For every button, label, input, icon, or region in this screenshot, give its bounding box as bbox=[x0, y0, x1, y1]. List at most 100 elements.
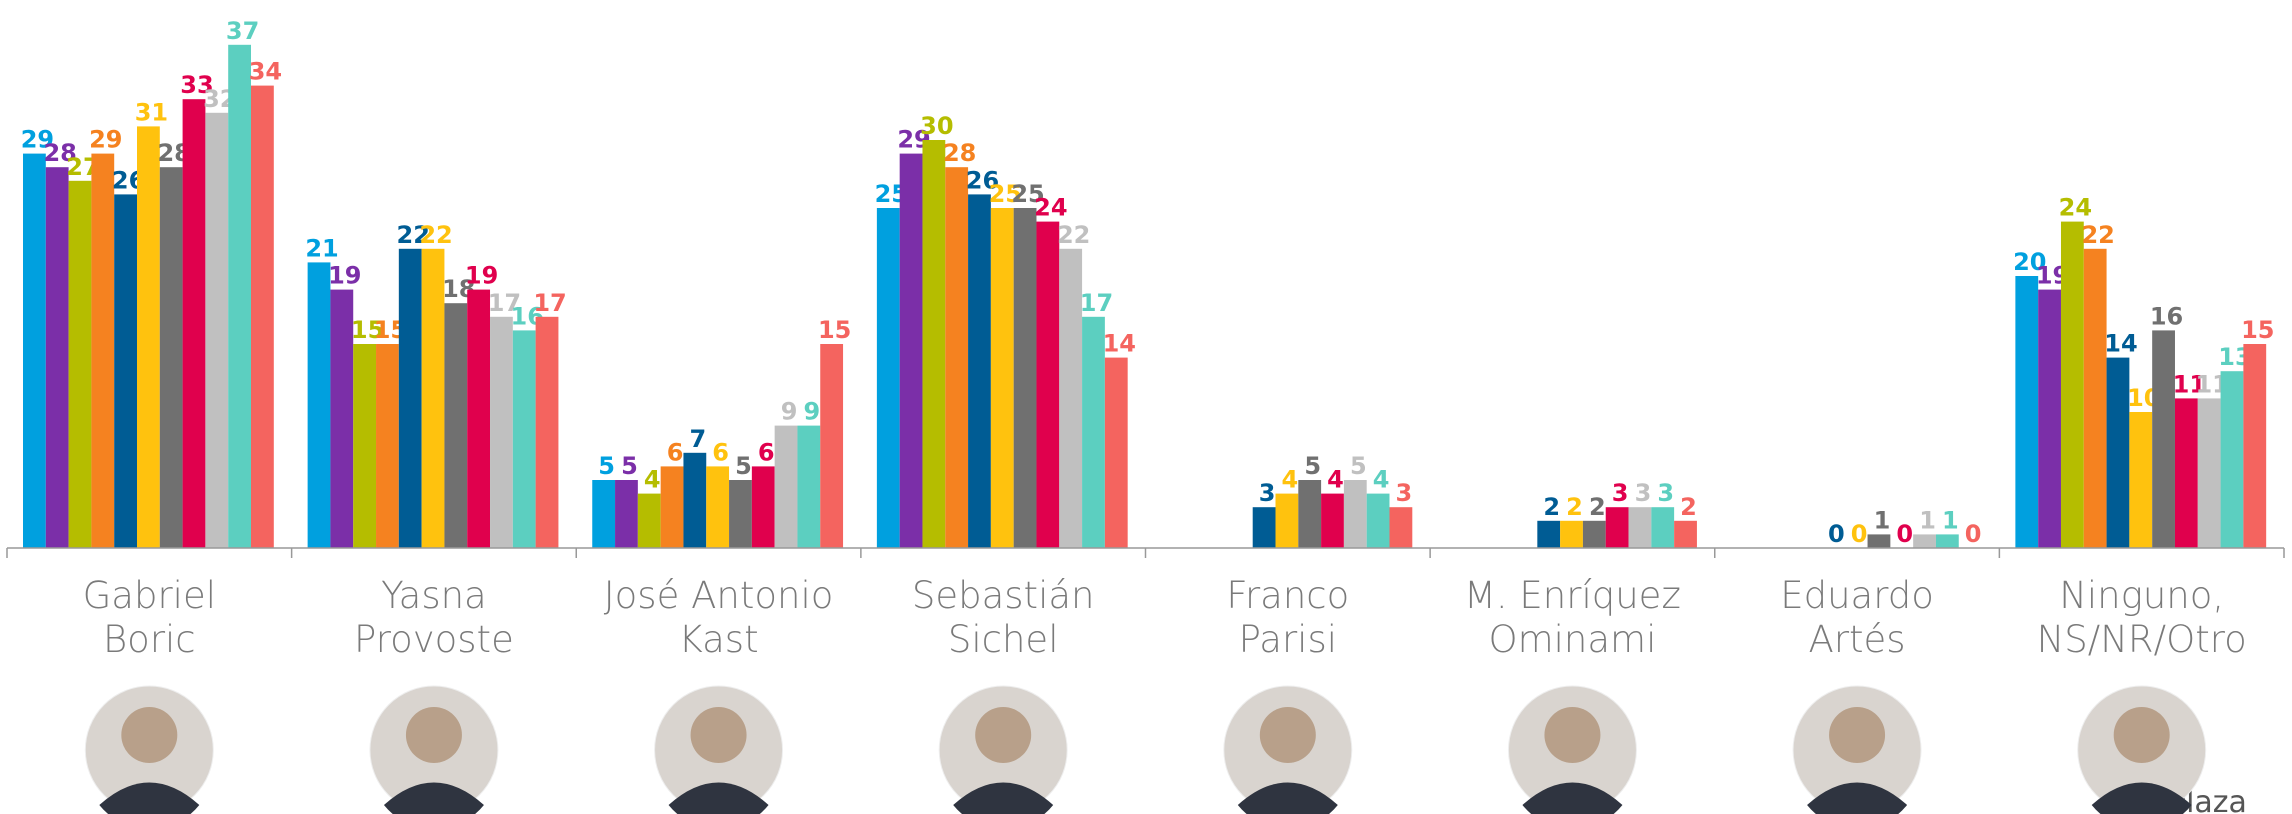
bar bbox=[421, 248, 445, 549]
bar bbox=[1275, 493, 1299, 548]
value-label: 1 bbox=[1919, 506, 1936, 534]
bar bbox=[205, 112, 229, 549]
value-label: 30 bbox=[920, 112, 953, 140]
bar bbox=[899, 153, 923, 548]
value-label: 16 bbox=[2150, 302, 2183, 330]
value-label: 9 bbox=[803, 398, 820, 426]
value-label: 2 bbox=[1680, 493, 1697, 521]
value-label: 1 bbox=[1942, 506, 1959, 534]
bar bbox=[637, 493, 661, 548]
bar bbox=[1605, 507, 1629, 548]
value-label: 29 bbox=[89, 126, 122, 154]
value-label: 15 bbox=[2241, 316, 2274, 344]
value-label: 4 bbox=[1282, 466, 1299, 494]
bar bbox=[1674, 520, 1697, 548]
bar bbox=[660, 466, 684, 548]
value-label: 24 bbox=[1034, 194, 1067, 222]
photo-face bbox=[121, 707, 178, 763]
bar bbox=[398, 248, 422, 549]
photo-body bbox=[383, 782, 484, 814]
bar bbox=[68, 180, 92, 549]
photo-face bbox=[1544, 707, 1601, 763]
value-label: 15 bbox=[818, 316, 851, 344]
value-label: 3 bbox=[1396, 479, 1413, 507]
category-label: Eduardo bbox=[1780, 574, 1934, 617]
photo-face bbox=[690, 707, 747, 763]
value-label: 22 bbox=[1057, 221, 1090, 249]
value-label: 2 bbox=[1589, 493, 1606, 521]
value-label: 34 bbox=[249, 58, 282, 86]
value-label: 3 bbox=[1259, 479, 1276, 507]
bar bbox=[353, 344, 377, 548]
bar bbox=[1343, 480, 1367, 548]
value-label: 4 bbox=[1327, 466, 1344, 494]
bar bbox=[1366, 493, 1390, 548]
bar bbox=[1298, 480, 1322, 548]
bar bbox=[706, 466, 730, 548]
value-label: 3 bbox=[1635, 479, 1652, 507]
photo-body bbox=[953, 782, 1054, 814]
bar bbox=[751, 466, 775, 548]
photo-face bbox=[2113, 707, 2170, 763]
category-label: Boric bbox=[103, 618, 196, 661]
bar bbox=[615, 480, 638, 548]
value-label: 11 bbox=[2173, 370, 2206, 398]
value-label: 6 bbox=[758, 438, 775, 466]
bar bbox=[444, 303, 468, 548]
bar bbox=[2015, 276, 2039, 548]
value-label: 3 bbox=[1657, 479, 1674, 507]
value-label: 25 bbox=[989, 180, 1022, 208]
value-label: 6 bbox=[667, 438, 684, 466]
category-label: Ninguno, bbox=[2059, 574, 2224, 617]
bar bbox=[512, 330, 536, 548]
category-label: Gabriel bbox=[83, 574, 216, 617]
value-label: 0 bbox=[1965, 520, 1982, 548]
value-label: 7 bbox=[689, 425, 706, 453]
value-label: 21 bbox=[305, 234, 338, 262]
value-label: 14 bbox=[2104, 330, 2137, 358]
bar bbox=[1321, 493, 1344, 548]
bar bbox=[2038, 289, 2061, 548]
bar bbox=[1036, 221, 1060, 548]
bar bbox=[251, 85, 274, 548]
category-label: Parisi bbox=[1239, 618, 1337, 661]
bar bbox=[683, 452, 707, 548]
value-label: 26 bbox=[966, 166, 999, 194]
bar bbox=[922, 140, 946, 548]
photo-body bbox=[2091, 782, 2192, 814]
value-label: 19 bbox=[465, 262, 498, 290]
photo-body bbox=[1237, 782, 1338, 814]
category-label: Yasna bbox=[381, 574, 487, 617]
value-label: 19 bbox=[328, 262, 361, 290]
bar bbox=[330, 289, 354, 548]
value-label: 4 bbox=[1373, 466, 1390, 494]
value-label: 5 bbox=[1350, 452, 1367, 480]
category-label: José Antonio bbox=[604, 574, 834, 617]
bar bbox=[91, 153, 115, 548]
value-label: 0 bbox=[1896, 520, 1913, 548]
photo-face bbox=[405, 707, 462, 763]
bar bbox=[467, 289, 491, 548]
value-label: 22 bbox=[2081, 221, 2114, 249]
bar bbox=[137, 126, 160, 549]
bar bbox=[307, 262, 331, 548]
bar bbox=[1935, 534, 1959, 548]
value-label: 31 bbox=[135, 98, 168, 126]
category-label: Artés bbox=[1809, 618, 1906, 661]
value-label: 22 bbox=[397, 221, 430, 249]
value-label: 0 bbox=[1851, 520, 1868, 548]
photo-face bbox=[975, 707, 1032, 763]
bar bbox=[535, 316, 559, 548]
value-label: 1 bbox=[1874, 506, 1891, 534]
value-label: 0 bbox=[1828, 520, 1845, 548]
value-label: 15 bbox=[351, 316, 384, 344]
bar bbox=[1582, 520, 1606, 548]
bar bbox=[1104, 357, 1128, 548]
photo-face bbox=[1829, 707, 1886, 763]
bar bbox=[1651, 507, 1675, 548]
value-label: 5 bbox=[621, 452, 638, 480]
category-label: Franco bbox=[1226, 574, 1349, 617]
photo-body bbox=[1522, 782, 1623, 814]
value-label: 6 bbox=[712, 438, 729, 466]
